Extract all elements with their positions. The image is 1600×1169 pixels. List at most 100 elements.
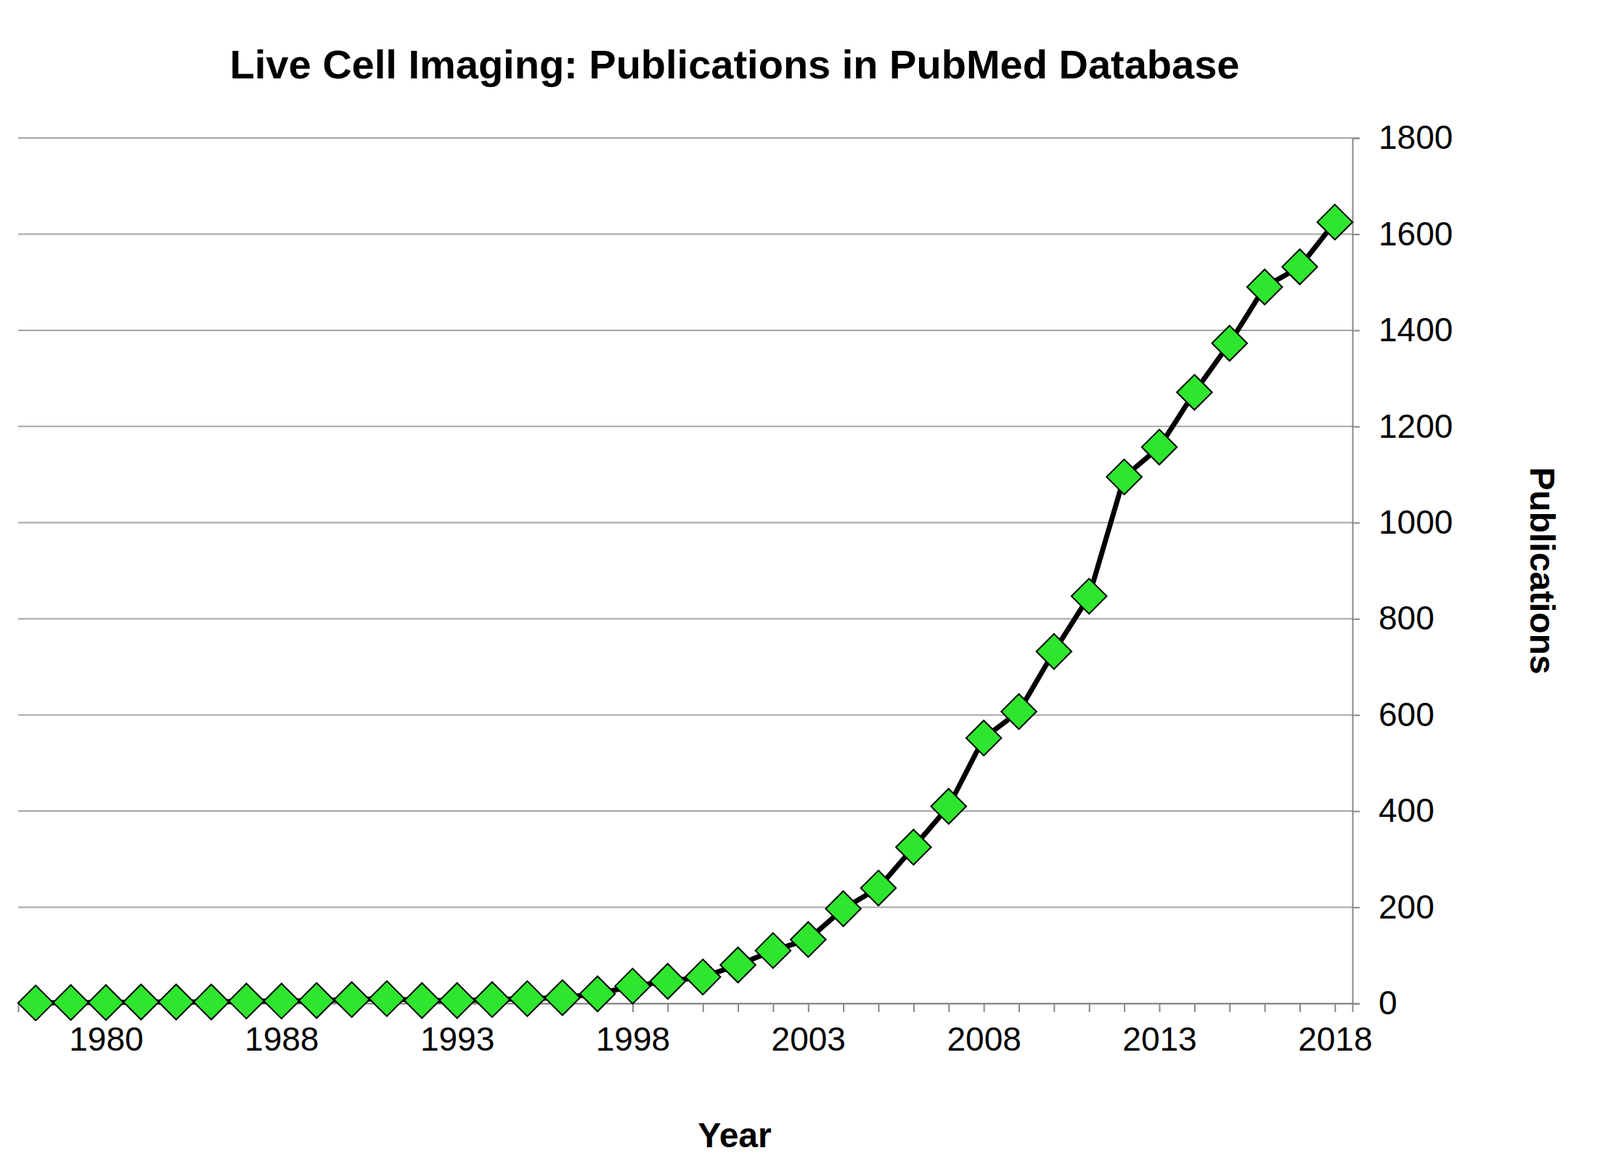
grid-line bbox=[18, 137, 1353, 139]
marker bbox=[1282, 249, 1318, 285]
x-tick-mark bbox=[1088, 1003, 1091, 1012]
grid-line bbox=[18, 906, 1353, 909]
marker bbox=[52, 984, 89, 1020]
marker bbox=[333, 981, 370, 1018]
y-tick: 1800 bbox=[1352, 118, 1453, 157]
x-tick-label: 1998 bbox=[596, 1019, 671, 1058]
x-tick bbox=[738, 1003, 740, 1012]
y-tick: 600 bbox=[1352, 695, 1435, 734]
marker bbox=[790, 921, 827, 958]
marker bbox=[123, 984, 159, 1020]
marker bbox=[1247, 269, 1283, 305]
x-tick-mark bbox=[667, 1003, 669, 1012]
marker bbox=[369, 980, 406, 1017]
y-tick-label: 1000 bbox=[1378, 503, 1453, 541]
marker bbox=[1001, 694, 1037, 730]
x-tick bbox=[878, 1003, 880, 1012]
marker bbox=[895, 829, 932, 866]
y-tick-label: 1200 bbox=[1378, 407, 1453, 446]
x-tick-mark bbox=[983, 1003, 986, 1012]
x-tick bbox=[1299, 1003, 1301, 1012]
marker bbox=[544, 980, 581, 1016]
marker bbox=[439, 982, 475, 1019]
y-tick: 400 bbox=[1352, 791, 1435, 830]
grid-line bbox=[18, 233, 1353, 235]
y-axis-title: Publications bbox=[1523, 466, 1562, 674]
grid-line bbox=[18, 329, 1353, 332]
y-axis-line bbox=[1353, 138, 1361, 1004]
x-tick bbox=[843, 1003, 845, 1012]
x-tick bbox=[1088, 1003, 1090, 1012]
x-tick-label: 1993 bbox=[420, 1019, 495, 1058]
y-tick: 1600 bbox=[1352, 214, 1453, 253]
grid-line bbox=[18, 617, 1353, 620]
x-tick-label: 2003 bbox=[771, 1019, 846, 1058]
y-axis: 020040060080010001200140016001800 bbox=[1352, 118, 1453, 1022]
marker bbox=[1106, 459, 1142, 496]
marker bbox=[404, 982, 440, 1019]
x-tick-mark bbox=[737, 1003, 740, 1012]
x-axis-title: Year bbox=[697, 1115, 771, 1155]
y-tick-mark bbox=[1352, 521, 1360, 524]
marker bbox=[264, 982, 300, 1019]
grid-line bbox=[18, 810, 1353, 812]
x-tick-mark bbox=[948, 1003, 950, 1012]
x-tick-mark bbox=[1053, 1003, 1055, 1012]
x-tick-mark bbox=[632, 1003, 634, 1012]
line bbox=[35, 222, 1336, 1003]
marker bbox=[825, 890, 861, 927]
y-tick-mark bbox=[1352, 618, 1360, 620]
marker bbox=[650, 963, 687, 999]
marker bbox=[88, 984, 125, 1020]
marker bbox=[158, 984, 194, 1020]
x-tick-mark bbox=[1123, 1003, 1126, 1012]
x-tick bbox=[667, 1003, 669, 1012]
y-tick: 1400 bbox=[1352, 310, 1453, 349]
marker bbox=[18, 985, 54, 1021]
x-tick: 2003 bbox=[771, 1003, 846, 1058]
y-tick: 1200 bbox=[1352, 407, 1453, 446]
x-tick-mark bbox=[1229, 1003, 1231, 1012]
x-axis: 19801988199319982003200820132018 bbox=[18, 1003, 1373, 1058]
marker bbox=[1211, 325, 1248, 362]
marker bbox=[1036, 633, 1073, 670]
marks bbox=[18, 204, 1353, 1021]
x-tick-mark bbox=[1194, 1003, 1196, 1012]
x-tick bbox=[1054, 1003, 1055, 1012]
x-tick-label: 1980 bbox=[68, 1019, 144, 1058]
markers bbox=[18, 204, 1353, 1021]
x-tick-mark bbox=[842, 1003, 845, 1012]
x-tick bbox=[702, 1003, 704, 1012]
x-tick-mark bbox=[913, 1003, 915, 1012]
y-tick-mark bbox=[1352, 426, 1360, 428]
x-tick-mark bbox=[1334, 1003, 1336, 1012]
y-tick-mark bbox=[1352, 810, 1360, 813]
x-tick-mark bbox=[878, 1003, 880, 1012]
marker bbox=[1071, 578, 1108, 615]
y-tick-mark bbox=[1352, 714, 1360, 716]
marker bbox=[966, 720, 1002, 756]
x-tick-mark bbox=[702, 1003, 705, 1012]
x-tick-label: 2008 bbox=[946, 1019, 1021, 1058]
marker bbox=[860, 870, 897, 906]
marker bbox=[193, 984, 230, 1020]
y-tick-mark bbox=[1352, 906, 1360, 909]
y-tick-label: 1800 bbox=[1378, 118, 1453, 157]
marker bbox=[1141, 429, 1178, 466]
title: Live Cell Imaging: Publications in PubMe… bbox=[230, 41, 1240, 88]
x-tick-label: 2018 bbox=[1298, 1019, 1373, 1058]
x-tick bbox=[1229, 1003, 1231, 1012]
marker bbox=[580, 976, 616, 1012]
x-tick-mark bbox=[1158, 1003, 1161, 1012]
marker bbox=[1176, 374, 1213, 411]
marker bbox=[755, 932, 792, 969]
y-tick: 200 bbox=[1352, 887, 1435, 926]
marker bbox=[614, 968, 651, 1004]
x-tick: 1998 bbox=[596, 1003, 671, 1058]
marker bbox=[228, 982, 265, 1019]
marker bbox=[720, 947, 756, 983]
x-tick bbox=[913, 1003, 914, 1012]
marker bbox=[685, 958, 721, 995]
x-tick bbox=[1264, 1003, 1266, 1012]
x-tick-label: 2013 bbox=[1122, 1019, 1197, 1058]
